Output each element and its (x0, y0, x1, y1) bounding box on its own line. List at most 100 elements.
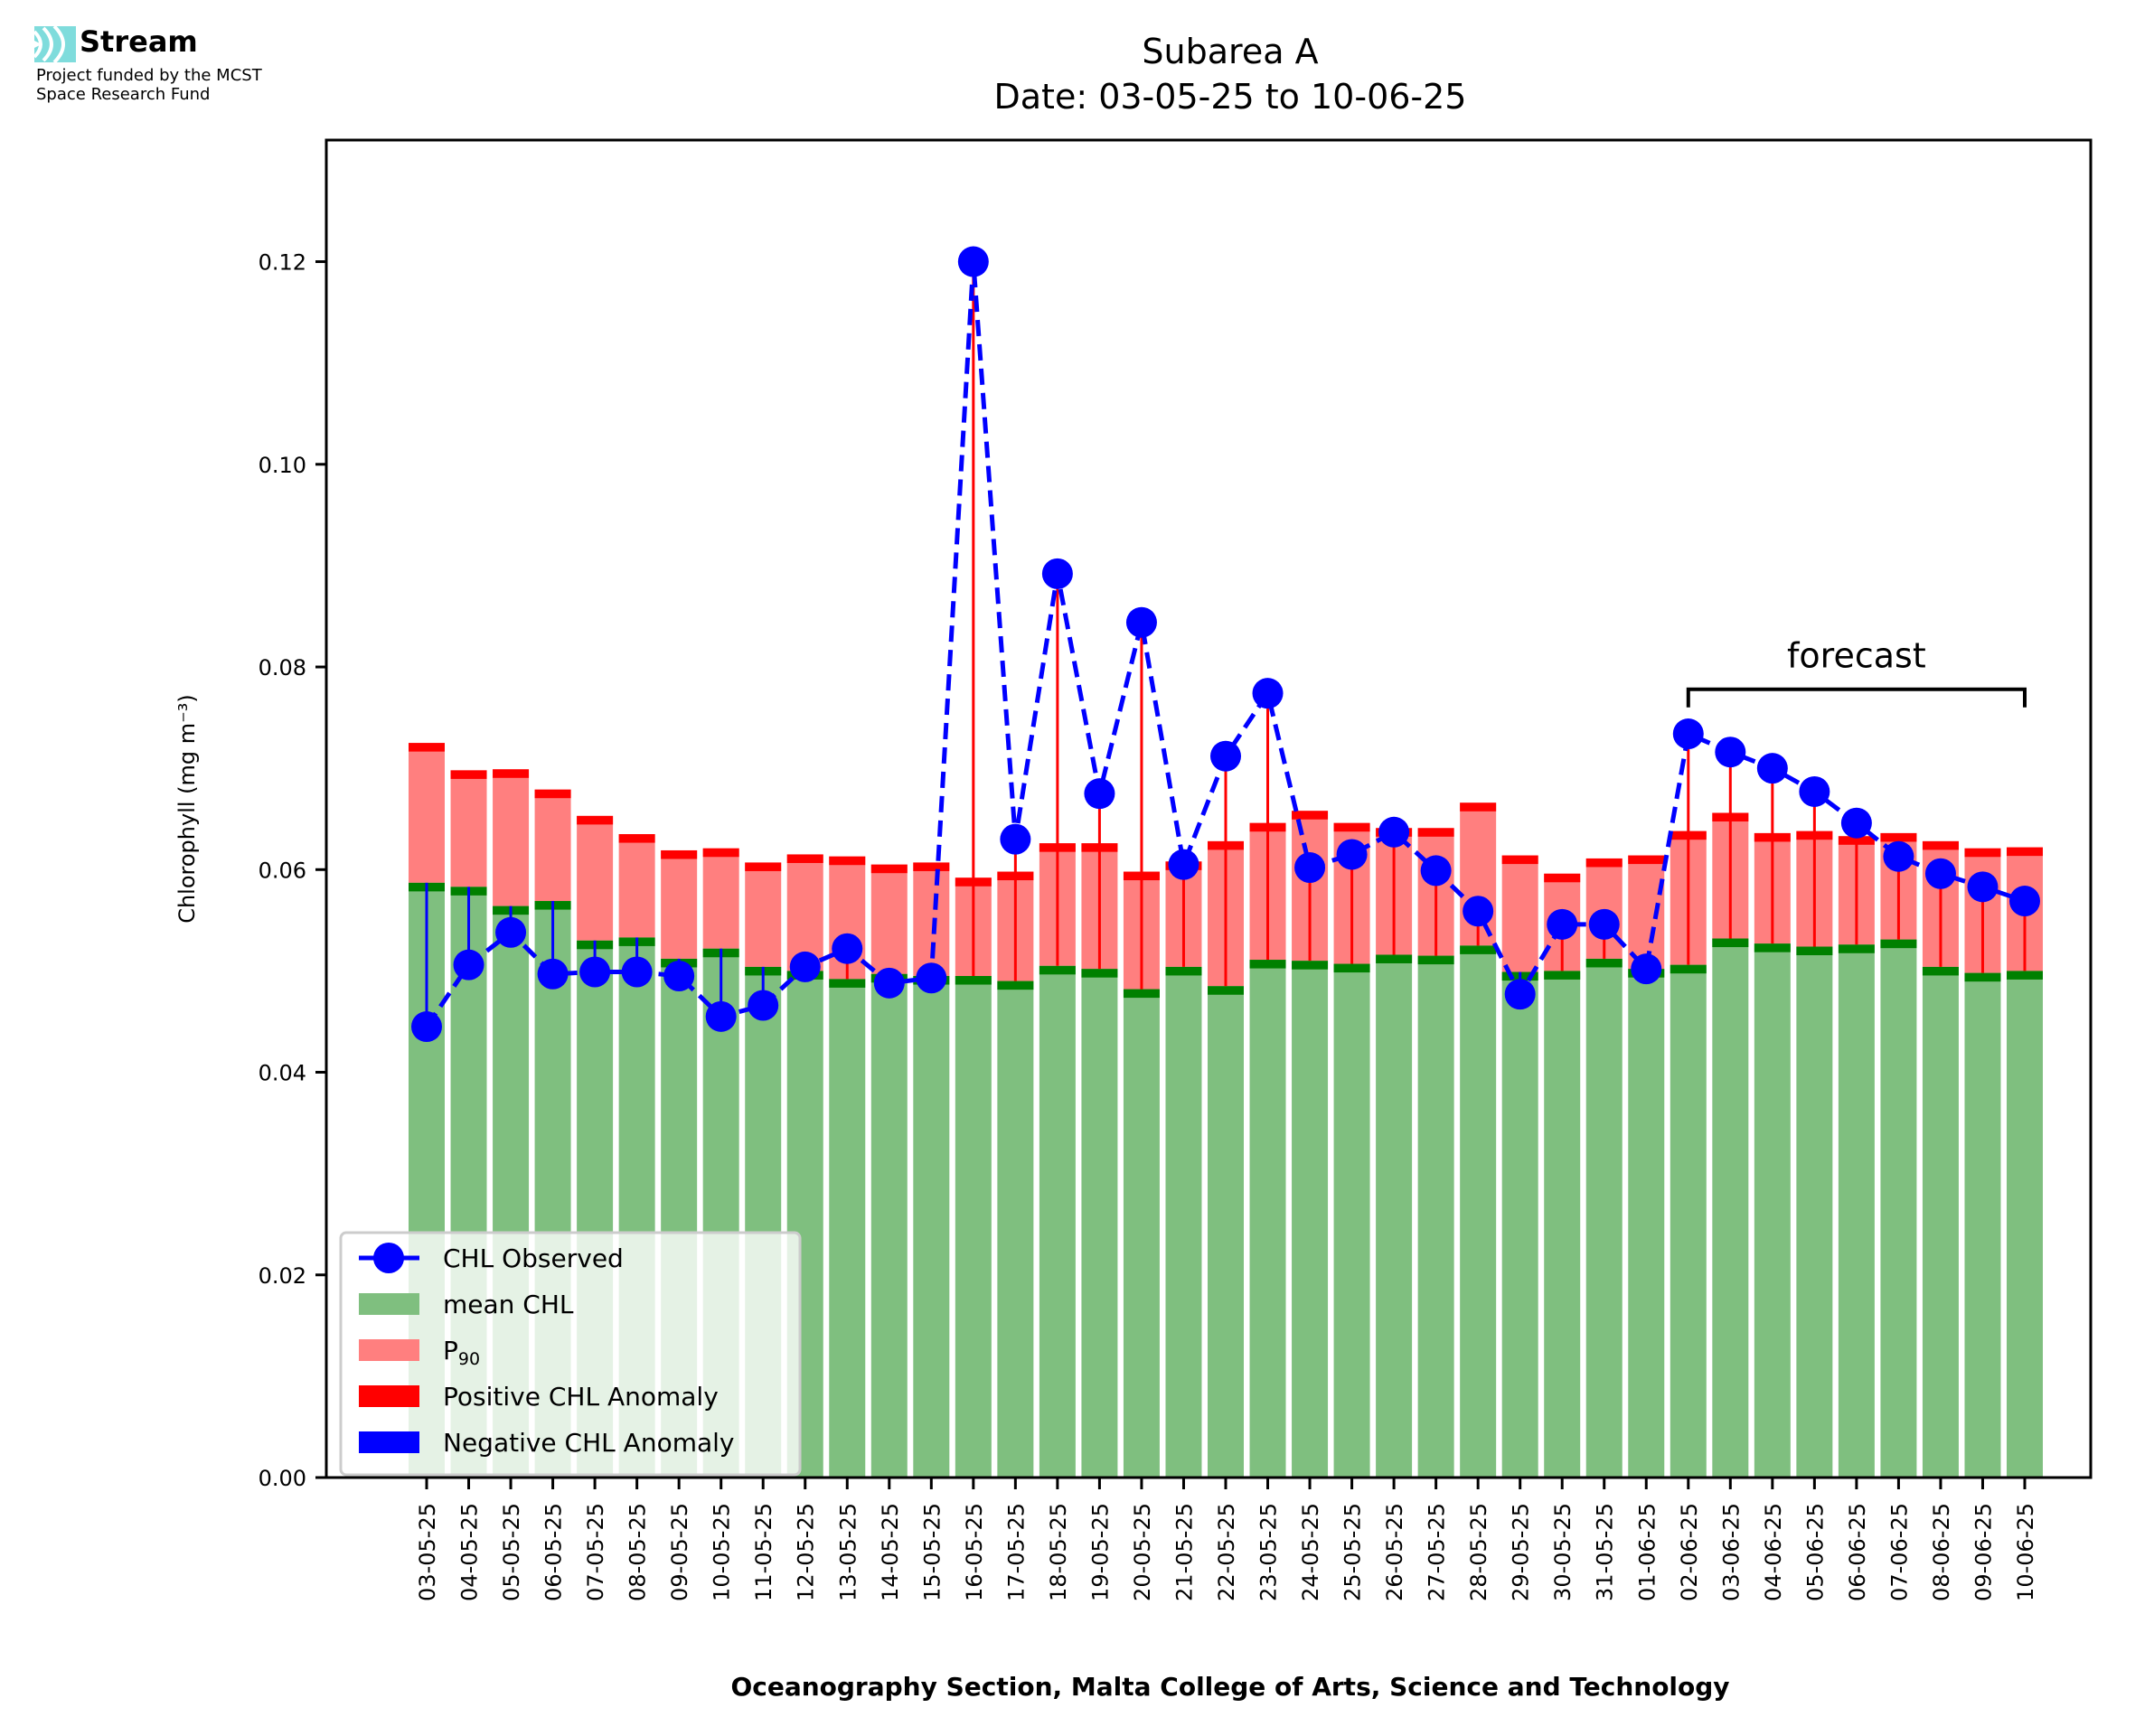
p90-cap (1922, 840, 1959, 850)
stream-waves-icon (33, 24, 76, 64)
mean-cap (1292, 961, 1329, 970)
observed-point (621, 956, 653, 988)
mean-bar (1796, 946, 1833, 1478)
p90-cap (2007, 847, 2043, 857)
p90-cap (913, 862, 950, 871)
observed-point (873, 967, 905, 999)
p90-cap (745, 862, 782, 871)
p90-cap (450, 770, 487, 779)
mean-bar (1544, 971, 1581, 1478)
x-tick-label: 08-06-25 (1929, 1503, 1954, 1601)
p90-bar (1501, 855, 1538, 972)
observed-point (663, 961, 695, 991)
p90-cap (1501, 855, 1538, 865)
mean-cap (1922, 966, 1959, 976)
p90-bar (577, 815, 614, 941)
mean-bar (1249, 960, 1286, 1478)
observed-point (1420, 855, 1452, 887)
mean-bar (1333, 963, 1370, 1478)
p90-cap (702, 848, 739, 858)
p90-cap (1460, 802, 1497, 812)
p90-cap (1628, 855, 1665, 865)
x-tick-label: 25-05-25 (1340, 1503, 1366, 1601)
mean-cap (1123, 989, 1160, 999)
observed-point (748, 990, 779, 1021)
mean-cap (997, 981, 1034, 990)
observed-point (1840, 807, 1872, 839)
p90-cap (1417, 828, 1454, 837)
x-tick-label: 03-05-25 (415, 1503, 440, 1601)
p90-bar (493, 769, 530, 906)
x-tick-label: 17-05-25 (1003, 1503, 1029, 1601)
mean-cap (1712, 938, 1749, 948)
mean-cap (1838, 944, 1875, 953)
chart-subtitle: Date: 03-05-25 to 10-06-25 (994, 77, 1467, 117)
observed-point (1084, 778, 1115, 810)
forecast-label: forecast (1787, 636, 1926, 676)
p90-bar (661, 849, 698, 959)
legend-swatch (359, 1293, 419, 1315)
mean-bar (1417, 955, 1454, 1478)
legend-label: Negative CHL Anomaly (443, 1428, 734, 1458)
legend-label: CHL Observed (443, 1243, 624, 1273)
x-tick-label: 18-05-25 (1046, 1503, 1071, 1601)
x-tick-label: 22-05-25 (1214, 1503, 1239, 1601)
y-tick-label: 0.04 (259, 1061, 306, 1086)
logo-caption-line1: Project funded by the MCST (36, 66, 262, 85)
mean-cap (1544, 971, 1581, 980)
p90-cap (409, 743, 445, 752)
x-tick-label: 16-05-25 (962, 1503, 987, 1601)
legend-label: mean CHL (443, 1290, 574, 1319)
x-tick-label: 06-05-25 (541, 1503, 567, 1601)
p90-bar (745, 862, 782, 967)
legend-swatch-marker (373, 1243, 404, 1273)
mean-cap (955, 976, 992, 985)
x-tick-label: 30-05-25 (1550, 1503, 1576, 1601)
p90-cap (1585, 858, 1623, 868)
p90-bar (786, 854, 823, 971)
x-tick-label: 03-06-25 (1718, 1503, 1744, 1601)
mean-bar (1628, 969, 1665, 1478)
x-tick-label: 11-05-25 (751, 1503, 776, 1601)
observed-line-layer (411, 246, 2040, 1043)
legend-swatch (359, 1385, 419, 1407)
observed-point (1125, 606, 1157, 638)
mean-cap (1670, 964, 1707, 974)
x-tick-label: 21-05-25 (1171, 1503, 1197, 1601)
mean-bar (1039, 965, 1076, 1478)
legend-swatch (359, 1339, 419, 1361)
observed-point (1168, 849, 1199, 880)
mean-cap (1208, 986, 1244, 995)
x-tick-label: 05-05-25 (499, 1503, 524, 1601)
observed-point (705, 1000, 737, 1032)
mean-bar (1501, 971, 1538, 1478)
observed-point (1588, 908, 1620, 940)
x-tick-label: 20-05-25 (1130, 1503, 1155, 1601)
observed-point (1756, 753, 1788, 784)
x-tick-label: 19-05-25 (1087, 1503, 1113, 1601)
y-axis: 0.00 0.02 0.04 0.06 0.08 0.10 0.12 (259, 250, 326, 1491)
x-tick-label: 28-05-25 (1466, 1503, 1491, 1601)
p90-bar (1628, 855, 1665, 970)
mean-cap (1880, 939, 1917, 949)
observed-point (579, 956, 611, 988)
p90-cap (870, 864, 908, 874)
p90-cap (493, 769, 530, 778)
mean-bar (955, 976, 992, 1478)
legend-label: Positive CHL Anomaly (443, 1382, 719, 1412)
observed-point (1336, 839, 1368, 870)
observed-point (453, 949, 484, 981)
p90-cap (661, 849, 698, 859)
logo-caption-line2: Space Research Fund (36, 85, 211, 104)
mean-bar (1585, 958, 1623, 1478)
observed-point (916, 962, 947, 994)
mean-bar (1165, 966, 1202, 1478)
mean-bar (2007, 971, 2043, 1478)
mean-cap (1754, 943, 1791, 952)
x-tick-label: 14-05-25 (878, 1503, 903, 1601)
x-tick-label: 10-06-25 (2013, 1503, 2038, 1601)
observed-point (537, 958, 569, 990)
p90-cap (534, 789, 571, 799)
mean-cap (829, 979, 866, 988)
mean-bar (1754, 943, 1791, 1478)
